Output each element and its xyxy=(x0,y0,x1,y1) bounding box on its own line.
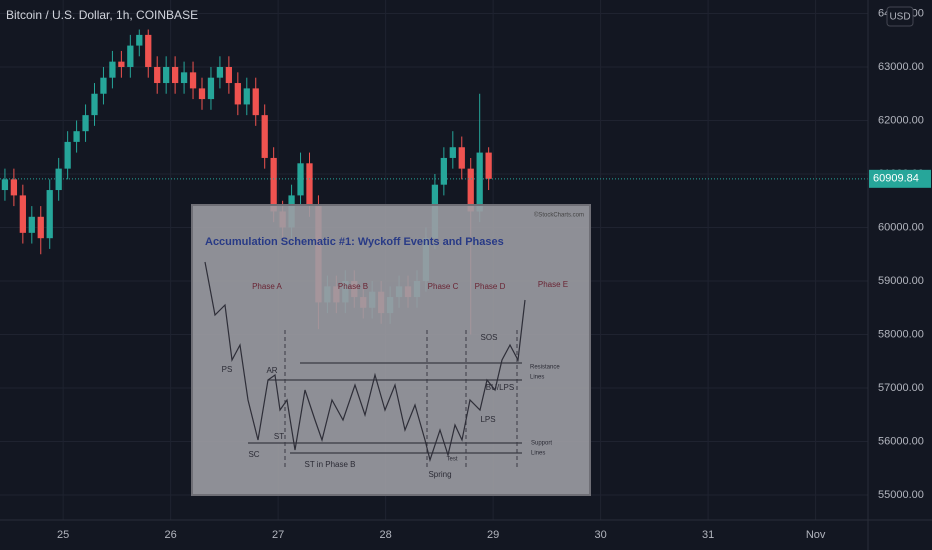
schematic-overlay: ©StockCharts.com Accumulation Schematic … xyxy=(191,204,591,496)
candle-body xyxy=(261,115,268,158)
candle-body xyxy=(234,83,241,105)
schematic-path xyxy=(204,261,526,463)
currency-badge[interactable] xyxy=(886,6,914,27)
y-tick-label: 60000.00 xyxy=(878,221,924,233)
resistance-label: Lines xyxy=(530,375,544,381)
candle-body xyxy=(189,72,197,89)
candle-body xyxy=(154,66,161,84)
x-tick-label: 30 xyxy=(594,529,606,541)
credit: ©StockCharts.com xyxy=(534,212,584,219)
event-label: SC xyxy=(248,450,259,459)
time-axis-bg xyxy=(0,520,868,550)
y-tick-label: 55000.00 xyxy=(878,489,924,501)
overlay-frame xyxy=(191,204,591,496)
event-label: BU/LPS xyxy=(486,383,514,392)
candle-body xyxy=(180,72,188,84)
y-tick-label: 63000.00 xyxy=(878,61,924,73)
candle-body xyxy=(270,157,277,212)
y-tick-label: 59000.00 xyxy=(878,275,924,287)
axes: 55000.00 56000.00 57000.00 58000.00 59000.00… xyxy=(57,7,931,541)
candle-body xyxy=(198,88,206,100)
candle-body xyxy=(136,34,143,46)
event-label: Spring xyxy=(428,470,451,479)
candle-body xyxy=(145,34,152,67)
candle-body xyxy=(485,152,492,179)
candle-body xyxy=(46,190,53,239)
candle-body xyxy=(297,163,304,196)
resistance-label: Resistance xyxy=(530,365,560,371)
candle-body xyxy=(127,45,134,67)
candle-body xyxy=(225,66,233,84)
y-tick-label: 58000.00 xyxy=(878,328,924,340)
candle-body xyxy=(28,216,35,233)
candle-body xyxy=(19,195,26,233)
last-price-label: 60909.84 xyxy=(873,173,919,185)
x-tick-label: 27 xyxy=(272,529,284,541)
candle-body xyxy=(73,131,80,142)
event-label: SOS xyxy=(481,333,498,342)
event-label: LPS xyxy=(480,415,495,424)
price-axis-bg xyxy=(868,0,932,550)
candle-body xyxy=(118,61,125,67)
support-label: Lines xyxy=(531,451,545,457)
candle-body xyxy=(449,147,456,158)
candle-body xyxy=(64,141,71,169)
candle-body xyxy=(243,88,250,105)
candle-body xyxy=(109,61,116,78)
event-label: ST xyxy=(274,432,284,441)
candle-body xyxy=(458,147,465,169)
phase-label: Phase A xyxy=(252,282,282,291)
support-label: Support xyxy=(531,441,552,447)
candle-body xyxy=(10,179,18,196)
event-label: PS xyxy=(222,365,233,374)
candle-body xyxy=(467,168,474,212)
x-tick-label: 25 xyxy=(57,529,69,541)
candle-body xyxy=(82,115,89,132)
candle-body xyxy=(91,93,98,116)
phase-label: Phase D xyxy=(475,282,506,291)
candle-body xyxy=(306,163,313,207)
y-tick-label: 57000.00 xyxy=(878,382,924,394)
chart-title: Bitcoin / U.S. Dollar, 1h, COINBASE xyxy=(6,8,198,22)
candle-body xyxy=(476,152,483,212)
x-tick-label: 29 xyxy=(487,529,499,541)
phase-dividers xyxy=(284,330,518,470)
candle-body xyxy=(207,77,215,100)
candle-body xyxy=(216,66,224,78)
y-tick-label: 56000.00 xyxy=(878,435,924,447)
x-tick-label: 28 xyxy=(380,529,392,541)
candle-body xyxy=(55,168,62,191)
last-price-badge xyxy=(869,169,931,188)
candle-body xyxy=(37,216,44,239)
event-label: AR xyxy=(266,366,277,375)
candle-body xyxy=(1,179,9,191)
phase-label: Phase E xyxy=(538,280,568,289)
phase-label: Phase B xyxy=(338,282,368,291)
candle-body xyxy=(440,157,447,185)
phase-label: Phase C xyxy=(428,282,459,291)
x-tick-label: 26 xyxy=(165,529,177,541)
x-tick-label: Nov xyxy=(806,529,826,541)
candle-body xyxy=(163,66,170,84)
x-tick-label: 31 xyxy=(702,529,714,541)
event-label: ST in Phase B xyxy=(305,460,356,469)
event-label: Test xyxy=(446,457,457,463)
currency-label[interactable]: USD xyxy=(889,12,910,23)
candle-body xyxy=(252,88,259,116)
overlay-title: Accumulation Schematic #1: Wyckoff Event… xyxy=(205,236,504,248)
candle-body xyxy=(100,77,107,94)
y-tick-label: 62000.00 xyxy=(878,114,924,126)
candle-body xyxy=(171,66,179,84)
